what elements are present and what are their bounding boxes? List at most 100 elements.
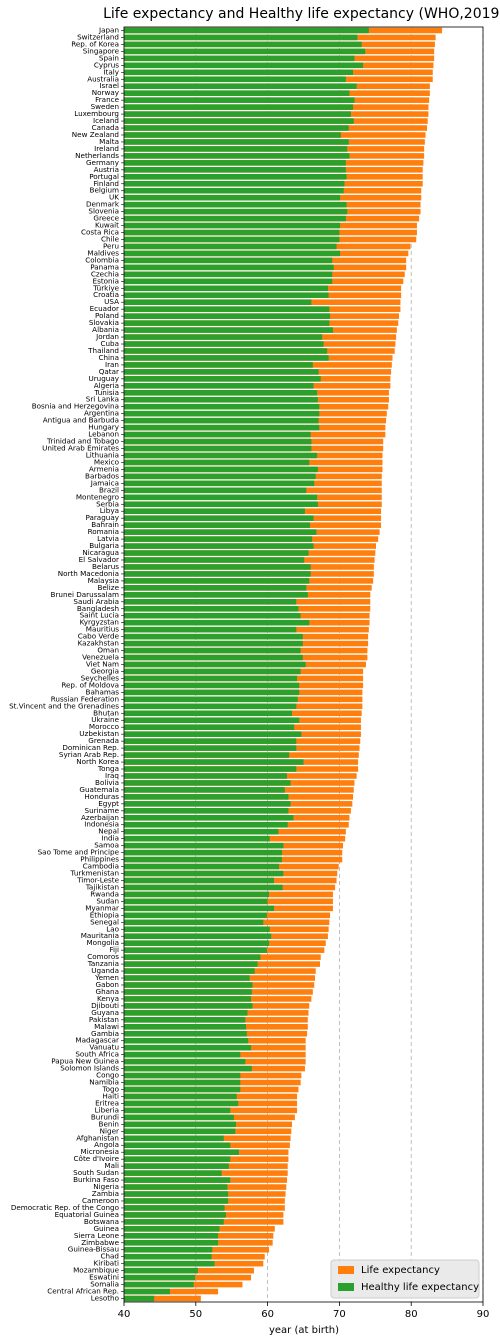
bar (124, 1253, 212, 1260)
bar (124, 1135, 224, 1142)
bar (124, 842, 284, 849)
y-tick-label: USA (104, 297, 119, 306)
y-tick-label: Nicaragua (82, 548, 119, 557)
bar (124, 118, 354, 124)
bar (124, 410, 320, 417)
y-tick-label: Armenia (89, 464, 119, 473)
bar (124, 69, 354, 76)
y-tick-label: Belgium (90, 186, 119, 195)
bar (124, 592, 308, 598)
bar (124, 1205, 225, 1211)
y-tick-label: South Africa (75, 1050, 119, 1059)
bar (124, 403, 320, 410)
bar (124, 229, 340, 236)
y-tick-label: Tonga (97, 764, 119, 773)
y-tick-label: Costa Rica (81, 228, 119, 237)
x-tick-label: 80 (405, 1309, 418, 1320)
bar (124, 724, 295, 730)
y-tick-label: Argentina (84, 409, 119, 418)
bar (124, 1233, 219, 1239)
bar (124, 919, 264, 926)
bar (124, 48, 366, 55)
y-tick-label: Central African Rep. (47, 1287, 119, 1296)
bar (124, 536, 313, 542)
bar (124, 1128, 236, 1135)
bar (124, 766, 297, 772)
y-tick-label: Suriname (85, 806, 120, 815)
bar (124, 292, 329, 299)
bar (124, 41, 362, 48)
y-tick-label: Mali (104, 1161, 119, 1170)
y-tick-label: Ecuador (90, 304, 119, 313)
y-tick-label: Gabon (96, 980, 120, 989)
x-tick-label: 50 (189, 1309, 202, 1320)
y-tick-label: Bahamas (86, 687, 120, 696)
y-tick-label: Thailand (87, 346, 119, 355)
bar (124, 1086, 241, 1093)
bar (124, 856, 282, 863)
bar (124, 835, 270, 842)
y-tick-label: Bhutan (93, 708, 119, 717)
bar (124, 132, 341, 138)
y-tick-label: Ethiopia (90, 910, 119, 919)
bar (124, 1288, 219, 1295)
legend-label: Healthy life expectancy (361, 1282, 479, 1293)
y-tick-label: Ireland (94, 144, 119, 153)
y-tick-label: Finland (93, 179, 119, 188)
y-tick-label: Kazakhstan (78, 639, 119, 648)
bar (124, 1191, 229, 1197)
y-tick-label: China (98, 353, 119, 362)
y-tick-label: Slovakia (89, 318, 119, 327)
y-tick-label: Niger (100, 1126, 119, 1135)
bar (124, 1051, 241, 1058)
bar (124, 139, 349, 145)
bar (124, 208, 348, 215)
bar (124, 1170, 222, 1176)
chart-title: Life expectancy and Healthy life expecta… (103, 6, 500, 22)
y-tick-label: Albania (92, 325, 119, 334)
y-tick-label: Algeria (94, 381, 119, 390)
y-tick-label: Romania (88, 527, 119, 536)
bar (124, 222, 341, 229)
y-tick-label: Timor-Leste (76, 875, 120, 884)
bar (124, 710, 293, 717)
bar (124, 76, 346, 83)
bar (124, 863, 280, 870)
bar (124, 1295, 155, 1302)
bar (124, 1239, 219, 1246)
bar (124, 369, 319, 375)
bar (124, 1065, 252, 1072)
y-tick-label: Malawi (94, 1022, 119, 1031)
bar (124, 1114, 234, 1121)
bar (124, 1274, 196, 1281)
bar (124, 884, 283, 891)
y-tick-label: Kiribati (94, 1259, 119, 1268)
bar (124, 794, 289, 800)
bar (124, 355, 329, 361)
y-tick-label: Angola (94, 1140, 119, 1149)
y-tick-label: Chad (100, 1252, 119, 1261)
y-tick-label: Brazil (99, 485, 119, 494)
bar (124, 745, 297, 751)
bar (124, 313, 331, 319)
y-tick-label: Norway (92, 88, 120, 97)
bar (124, 731, 302, 737)
bar (124, 1044, 252, 1051)
bar (124, 654, 303, 661)
bar (124, 515, 314, 521)
bar (124, 187, 344, 194)
bar (124, 1024, 247, 1030)
bar (124, 174, 347, 180)
bar (124, 180, 345, 187)
y-tick-label: Bolivia (95, 778, 119, 787)
bar (124, 752, 290, 758)
bar (124, 898, 268, 905)
bar (124, 696, 298, 703)
bar (124, 996, 252, 1002)
y-tick-label: Nepal (98, 827, 119, 836)
bar (124, 459, 310, 466)
y-tick-label: Poland (95, 311, 119, 320)
bar (124, 1003, 253, 1009)
bar (124, 55, 355, 62)
